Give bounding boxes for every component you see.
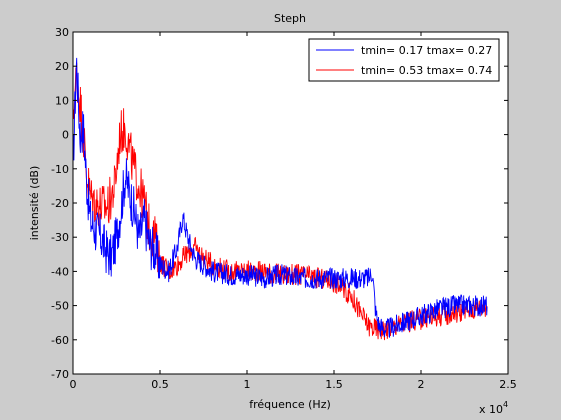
y-tick-label: -40 (51, 265, 69, 278)
y-tick-label: -60 (51, 334, 69, 347)
plot-area (73, 32, 508, 374)
y-tick-label: -70 (51, 368, 69, 381)
y-tick-label: -30 (51, 231, 69, 244)
y-tick-label: -50 (51, 300, 69, 313)
x-tick-label: 1.5 (325, 378, 343, 391)
ticks-layer: 0 0.5 1 1.5 2 2.5 -70 -60 -50 -40 -30 -20 -10 0 10 20 30 (51, 26, 517, 391)
x-tick-label: 0 (70, 378, 77, 391)
y-tick-label: -20 (51, 197, 69, 210)
legend-box (308, 38, 500, 82)
y-tick-label: 30 (55, 26, 69, 39)
series-line-1 (72, 57, 488, 338)
legend-label-series-1: tmin= 0.17 tmax= 0.27 (361, 44, 492, 57)
x-multiplier: x 104 (479, 400, 508, 416)
y-axis-label: intensité (dB) (28, 166, 41, 241)
y-tick-label: -10 (51, 163, 69, 176)
x-multiplier-exponent: 4 (503, 400, 508, 409)
chart-title: Steph (274, 12, 306, 25)
y-tick-label: 10 (55, 94, 69, 107)
x-axis-label: fréquence (Hz) (249, 398, 331, 411)
x-tick-label: 1 (244, 378, 251, 391)
series-layer (72, 57, 488, 341)
x-multiplier-base: x 10 (479, 403, 503, 416)
x-tick-label: 0.5 (151, 378, 169, 391)
x-tick-label: 2 (418, 378, 425, 391)
legend: tmin= 0.17 tmax= 0.27 tmin= 0.53 tmax= 0… (308, 38, 500, 82)
x-tick-label: 2.5 (499, 378, 517, 391)
y-tick-label: 0 (62, 129, 69, 142)
y-tick-label: 20 (55, 60, 69, 73)
legend-label-series-2: tmin= 0.53 tmax= 0.74 (361, 64, 492, 77)
